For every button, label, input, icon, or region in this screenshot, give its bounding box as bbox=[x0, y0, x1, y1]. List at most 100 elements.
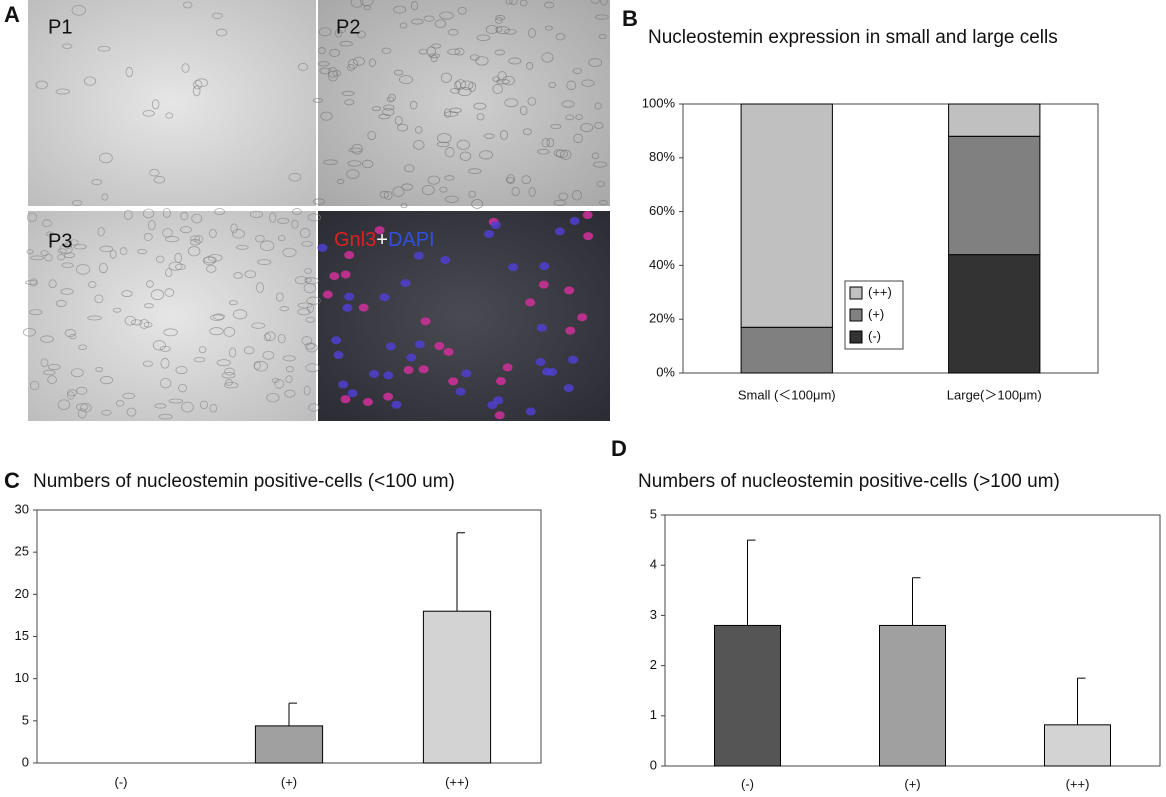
cell-texture bbox=[225, 379, 233, 386]
cell-texture bbox=[494, 49, 505, 56]
cell-texture bbox=[203, 256, 217, 264]
cell-texture bbox=[595, 14, 609, 20]
cell-texture bbox=[251, 322, 266, 329]
bar-segment bbox=[948, 103, 1041, 137]
cell-texture bbox=[77, 408, 87, 419]
cell-texture bbox=[492, 83, 503, 94]
nucleus bbox=[331, 336, 342, 345]
cell-texture bbox=[101, 193, 109, 201]
cell-texture bbox=[379, 191, 390, 199]
cell-texture bbox=[504, 98, 519, 108]
cell-texture bbox=[149, 168, 160, 177]
cell-texture bbox=[95, 367, 103, 372]
cell-texture bbox=[153, 175, 166, 184]
cell-texture bbox=[356, 30, 366, 39]
cell-texture bbox=[29, 309, 43, 316]
cell-texture bbox=[471, 199, 484, 209]
cell-texture bbox=[598, 34, 607, 40]
cell-texture bbox=[457, 6, 467, 15]
micrograph-p2 bbox=[318, 0, 610, 206]
nucleus bbox=[340, 270, 351, 279]
cell-texture bbox=[260, 240, 275, 252]
cell-texture bbox=[508, 57, 522, 65]
cell-texture bbox=[411, 18, 424, 25]
cell-texture bbox=[308, 403, 320, 412]
cell-texture bbox=[495, 15, 506, 21]
y-tick-label: 1 bbox=[650, 707, 657, 722]
cell-texture bbox=[522, 128, 532, 136]
nucleus bbox=[413, 251, 424, 260]
cell-texture bbox=[233, 272, 243, 279]
cell-texture bbox=[255, 234, 265, 243]
cell-texture bbox=[299, 227, 311, 239]
cell-texture bbox=[347, 63, 355, 72]
cell-texture bbox=[483, 133, 495, 139]
nucleus bbox=[495, 377, 506, 386]
nucleus bbox=[455, 387, 466, 396]
cell-texture bbox=[504, 28, 517, 35]
nucleus bbox=[525, 407, 536, 416]
panel-label: B bbox=[622, 6, 638, 31]
cell-texture bbox=[269, 212, 277, 223]
cell-texture bbox=[76, 386, 88, 395]
cell-texture bbox=[392, 186, 405, 197]
nucleus bbox=[487, 401, 498, 410]
cell-texture bbox=[575, 114, 583, 120]
cell-texture bbox=[344, 99, 355, 106]
cell-texture bbox=[275, 292, 284, 302]
cell-texture bbox=[262, 350, 275, 360]
cell-texture bbox=[553, 149, 565, 158]
cell-texture bbox=[165, 112, 174, 119]
cell-texture bbox=[158, 413, 173, 420]
cell-texture bbox=[499, 130, 509, 140]
cell-texture bbox=[75, 264, 91, 275]
micrograph-fluorescence bbox=[318, 211, 610, 421]
cell-texture bbox=[590, 0, 601, 4]
cell-texture bbox=[313, 198, 325, 205]
cell-texture bbox=[155, 255, 165, 263]
cell-texture bbox=[596, 181, 606, 187]
cell-texture bbox=[223, 381, 239, 389]
cell-texture bbox=[440, 72, 452, 83]
bar bbox=[714, 624, 781, 767]
cell-texture bbox=[99, 245, 114, 253]
cell-texture bbox=[383, 104, 395, 111]
cell-texture bbox=[160, 357, 170, 369]
cell-texture bbox=[360, 0, 374, 6]
cell-texture bbox=[301, 336, 313, 346]
cell-texture bbox=[154, 403, 167, 409]
cell-texture bbox=[410, 100, 418, 110]
legend-swatch bbox=[849, 330, 863, 344]
cell-texture bbox=[341, 90, 355, 97]
cell-texture bbox=[543, 1, 555, 9]
x-tick-label: (++) bbox=[445, 774, 469, 789]
cell-texture bbox=[436, 141, 450, 148]
nucleus bbox=[502, 363, 513, 372]
y-tick-label: 0 bbox=[22, 754, 29, 769]
bar-segment bbox=[740, 326, 833, 374]
cell-texture bbox=[64, 329, 76, 338]
cell-texture bbox=[40, 335, 54, 343]
nucleus bbox=[582, 211, 593, 220]
cell-texture bbox=[588, 58, 603, 67]
cell-texture bbox=[468, 81, 477, 92]
cell-texture bbox=[447, 48, 461, 55]
x-tick-label: (+) bbox=[281, 774, 297, 789]
cell-texture bbox=[347, 160, 362, 167]
cell-texture bbox=[399, 22, 408, 29]
y-tick-label: 15 bbox=[15, 628, 29, 643]
y-tick-label: 5 bbox=[22, 712, 29, 727]
cell-texture bbox=[159, 377, 172, 389]
cell-texture bbox=[61, 262, 74, 268]
bar bbox=[879, 624, 946, 767]
y-tick-label: 100% bbox=[642, 95, 676, 110]
bar-segment bbox=[948, 135, 1041, 256]
cell-texture bbox=[162, 208, 171, 218]
cell-texture bbox=[91, 179, 103, 186]
cell-texture bbox=[209, 327, 224, 336]
cell-texture bbox=[304, 277, 312, 283]
y-tick-label: 20% bbox=[649, 311, 675, 326]
cell-texture bbox=[459, 151, 472, 161]
nucleus bbox=[461, 369, 472, 378]
